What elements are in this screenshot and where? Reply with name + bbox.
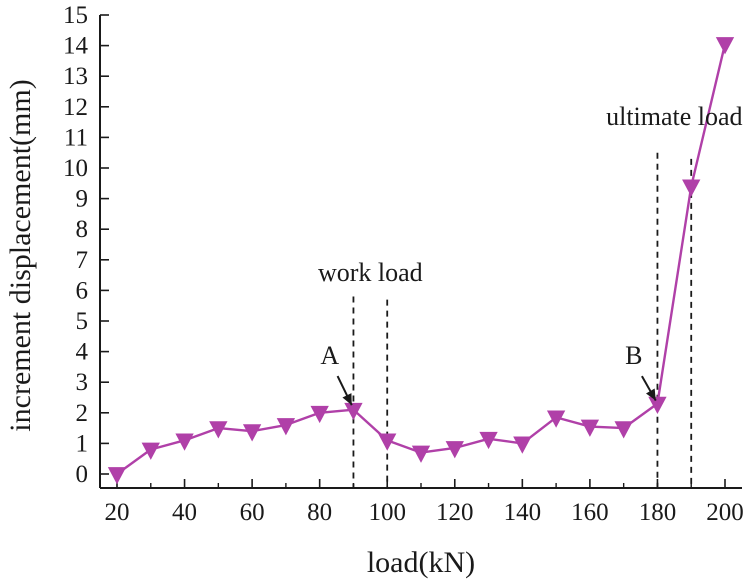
axes: 20 40 60 80 100 120 140 160 180 20001234567891011…	[63, 2, 744, 526]
data-point	[715, 37, 735, 55]
y-axis-title: increment displacement(mm)	[4, 79, 37, 431]
y-tick-label: 0	[76, 461, 89, 488]
data-point	[310, 405, 329, 424]
data-point	[378, 433, 397, 451]
x-tick-label: 20	[105, 499, 130, 526]
data-point	[546, 410, 566, 428]
y-tick-label: 14	[63, 33, 89, 60]
data-point	[445, 441, 464, 459]
data-point	[648, 396, 667, 414]
x-tick-label: 120	[436, 499, 474, 526]
y-tick-label: 9	[76, 186, 89, 213]
y-tick-label: 1	[76, 430, 89, 457]
y-tick-label: 10	[63, 155, 88, 182]
y-tick-label: 2	[76, 400, 89, 427]
data-point	[141, 442, 160, 460]
y-tick-label: 13	[63, 63, 88, 90]
x-tick-label: 80	[307, 499, 332, 526]
data-point	[175, 433, 194, 451]
data-point	[344, 402, 363, 421]
data-point	[242, 424, 262, 442]
y-tick-label: 11	[64, 124, 88, 151]
y-tick-label: 4	[76, 339, 89, 366]
data-point	[479, 431, 498, 450]
series-layer	[107, 37, 735, 485]
x-tick-label: 200	[706, 499, 744, 526]
x-tick-label: 60	[240, 499, 265, 526]
annotation-label: B	[625, 341, 642, 370]
x-tick-label: 180	[639, 499, 677, 526]
data-point	[682, 179, 701, 197]
data-point	[276, 418, 296, 436]
annotation-label: A	[320, 341, 339, 370]
data-point	[107, 467, 127, 485]
y-tick-label: 6	[76, 277, 89, 304]
arrow-head	[645, 388, 656, 401]
arrow-head	[342, 393, 352, 406]
data-point	[614, 421, 633, 439]
x-axis-title: load(kN)	[367, 546, 475, 579]
annotation-label: work load	[318, 258, 423, 287]
x-tick-label: 140	[504, 499, 542, 526]
y-tick-label: 7	[76, 247, 89, 274]
x-tick-label: 40	[172, 499, 197, 526]
x-tick-label: 160	[571, 499, 609, 526]
data-point	[209, 421, 228, 439]
y-tick-label: 15	[63, 2, 88, 29]
annotations: work load ultimate load A B	[318, 102, 743, 406]
y-tick-label: 5	[76, 308, 89, 335]
data-point	[513, 436, 532, 454]
y-tick-label: 3	[76, 369, 89, 396]
y-tick-label: 8	[76, 216, 89, 243]
y-tick-label: 12	[63, 94, 88, 121]
data-point	[580, 419, 600, 437]
data-point	[411, 445, 431, 463]
annotation-label: ultimate load	[606, 102, 742, 131]
x-tick-label: 100	[368, 499, 406, 526]
reference-lines	[352, 152, 693, 488]
